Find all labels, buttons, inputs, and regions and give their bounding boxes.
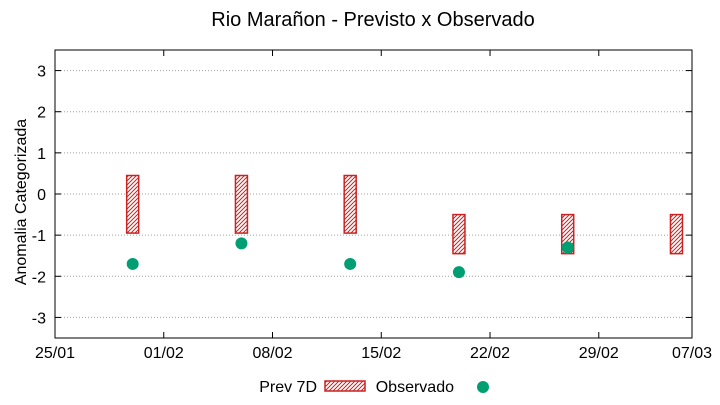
- observado-point: [344, 257, 357, 270]
- x-tick-label: 01/02: [144, 345, 184, 362]
- legend-label-prev-7d: Prev 7D: [259, 379, 317, 396]
- legend-swatch-prev-7d: [324, 380, 366, 392]
- y-tick-label: 2: [37, 105, 46, 122]
- prev-7d-bar: [343, 174, 357, 234]
- y-tick-label: 0: [37, 187, 46, 204]
- x-tick-label: 22/02: [470, 345, 510, 362]
- prev-7d-bar: [234, 174, 249, 234]
- legend-marker-observado: [477, 381, 489, 393]
- legend-label-observado: Observado: [376, 379, 454, 396]
- x-tick-label: 08/02: [252, 345, 292, 362]
- observado-point: [235, 237, 248, 250]
- observado-point: [452, 266, 465, 279]
- x-tick-label: 07/03: [672, 345, 712, 362]
- y-tick-label: 3: [37, 64, 46, 81]
- plot-area-border: [54, 49, 693, 339]
- y-tick-label: 1: [37, 146, 46, 163]
- legend: Prev 7D Observado: [259, 379, 489, 396]
- x-tick-label: 15/02: [361, 345, 401, 362]
- observado-series: [126, 237, 574, 279]
- y-tick-label: -2: [32, 269, 46, 286]
- observado-point: [126, 257, 139, 270]
- prev-7d-bar: [452, 213, 466, 255]
- prev-7d-series: [125, 174, 684, 255]
- y-axis-ticks: 3 2 1 0 -1 -2 -3: [32, 64, 692, 327]
- chart-title: Rio Marañon - Previsto x Observado: [211, 9, 534, 31]
- y-axis-label: Anomalia Categorizada: [13, 119, 30, 285]
- grid-lines: [55, 70, 692, 318]
- observado-point: [561, 241, 574, 254]
- prev-7d-bar: [669, 213, 684, 255]
- prev-7d-bar: [125, 174, 140, 234]
- x-tick-label: 29/02: [579, 345, 619, 362]
- y-tick-label: -1: [32, 228, 46, 245]
- x-tick-label: 25/01: [35, 345, 75, 362]
- y-tick-label: -3: [32, 310, 46, 327]
